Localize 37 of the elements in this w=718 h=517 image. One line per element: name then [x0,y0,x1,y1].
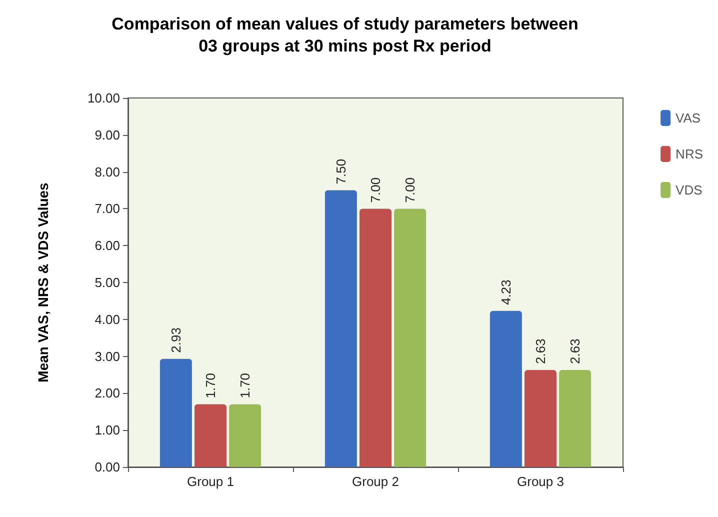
y-axis-title: Mean VAS, NRS & VDS Values [35,182,51,382]
y-tick-label: 4.00 [94,312,120,327]
y-tick-label: 6.00 [94,238,120,254]
bar [394,208,426,467]
data-label: 7.50 [333,158,348,184]
y-tick-label: 9.00 [94,127,120,142]
data-label: 2.63 [568,338,583,364]
data-label: 7.00 [402,177,418,203]
legend-label: VDS [676,182,703,198]
data-label: 1.70 [238,372,253,398]
y-tick-label: 8.00 [94,164,120,180]
bar [229,404,262,467]
y-tick-label: 0.00 [94,460,120,474]
x-tick-label: Group 1 [187,474,234,489]
bar [360,208,392,467]
bar [194,404,226,467]
x-tick-label: Group 3 [517,474,564,489]
legend-label: NRS [676,146,704,162]
x-tick-label: Group 2 [352,474,399,489]
data-label: 7.00 [368,177,383,203]
y-tick-label: 7.00 [94,201,120,216]
bar [324,190,357,467]
legend-label: VAS [676,110,701,126]
y-tick-label: 3.00 [94,348,120,364]
bar [524,370,556,467]
bar [490,310,522,467]
y-tick-label: 5.00 [94,275,120,290]
bar [160,358,192,467]
data-label: 4.23 [498,280,514,305]
y-tick-label: 2.00 [94,386,120,401]
y-tick-label: 1.00 [94,422,120,438]
data-label: 2.63 [533,338,548,364]
data-label: 1.70 [203,372,218,398]
y-tick-label: 10.00 [87,90,120,106]
bar [559,370,592,467]
chart-title: Comparison of mean values of study parameters between 03 groups at 30 mins post Rx period [112,14,578,56]
data-label: 2.93 [168,328,184,353]
